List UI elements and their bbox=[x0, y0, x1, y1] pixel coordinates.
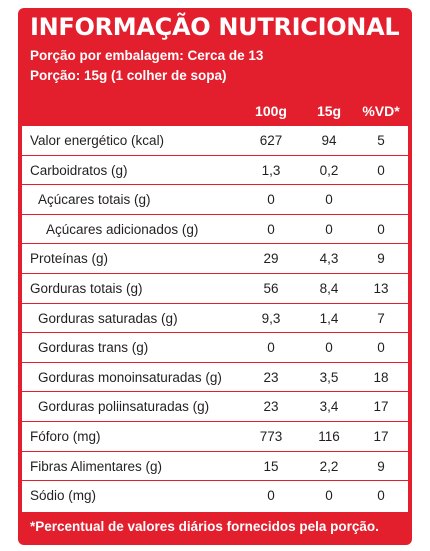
value-vd: 0 bbox=[377, 221, 385, 237]
value-15g: 4,3 bbox=[319, 251, 339, 267]
value-100g: 29 bbox=[263, 251, 279, 267]
table-header: 100g 15g %VD* bbox=[22, 99, 408, 126]
table-row: Açúcares adicionados (g) 0 0 0 bbox=[22, 215, 408, 245]
value-15g: 1,4 bbox=[319, 310, 339, 326]
label-title: INFORMAÇÃO NUTRICIONAL bbox=[30, 13, 400, 41]
value-15g: 0,2 bbox=[319, 162, 339, 178]
value-15g: 3,4 bbox=[319, 399, 339, 415]
value-vd: 13 bbox=[373, 281, 389, 296]
value-vd: 0 bbox=[377, 162, 385, 178]
value-100g: 15 bbox=[263, 458, 279, 474]
table-row: Gorduras poliinsaturadas (g) 23 3,4 17 bbox=[22, 392, 408, 422]
nutrition-table: 100g 15g %VD* Valor energético (kcal) 62… bbox=[22, 99, 408, 512]
value-100g: 0 bbox=[267, 192, 275, 208]
row-label: Proteínas (g) bbox=[30, 251, 109, 267]
serving-per-package: Porção por embalagem: Cerca de 13 bbox=[30, 48, 264, 63]
row-label: Fibras Alimentares (g) bbox=[30, 458, 163, 474]
table-row: Gorduras monoinsaturadas (g) 23 3,5 18 bbox=[22, 363, 408, 393]
value-vd: 9 bbox=[377, 458, 385, 474]
table-row: Gorduras totais (g) 56 8,4 13 bbox=[22, 274, 408, 304]
table-row: Açúcares totais (g) 0 0 bbox=[22, 185, 408, 215]
value-15g: 94 bbox=[321, 133, 337, 148]
value-15g: 116 bbox=[318, 429, 340, 444]
row-label: Valor energético (kcal) bbox=[30, 133, 165, 148]
row-label: Gorduras poliinsaturadas (g) bbox=[38, 399, 210, 415]
value-15g: 0 bbox=[325, 221, 333, 237]
row-label: Gorduras monoinsaturadas (g) bbox=[38, 369, 222, 385]
row-label: Fóforo (mg) bbox=[30, 429, 101, 444]
table-row: Proteínas (g) 29 4,3 9 bbox=[22, 244, 408, 274]
serving-size: Porção: 15g (1 colher de sopa) bbox=[30, 68, 227, 83]
row-label: Carboidratos (g) bbox=[30, 162, 128, 178]
value-15g: 2,2 bbox=[319, 458, 339, 474]
value-vd: 7 bbox=[377, 310, 385, 326]
row-label: Gorduras totais (g) bbox=[30, 281, 143, 296]
value-vd: 18 bbox=[373, 369, 389, 385]
value-vd: 17 bbox=[373, 399, 389, 415]
value-100g: 1,3 bbox=[261, 162, 281, 178]
value-15g: 8,4 bbox=[319, 281, 339, 296]
value-15g: 3,5 bbox=[319, 369, 339, 385]
row-label: Açúcares adicionados (g) bbox=[46, 221, 199, 237]
value-vd: 9 bbox=[377, 251, 385, 267]
table-row: Carboidratos (g) 1,3 0,2 0 bbox=[22, 156, 408, 186]
value-100g: 9,3 bbox=[261, 310, 281, 326]
value-100g: 0 bbox=[267, 488, 275, 504]
value-vd: 0 bbox=[377, 488, 385, 504]
row-label: Gorduras trans (g) bbox=[38, 340, 149, 356]
value-15g: 0 bbox=[325, 192, 333, 208]
value-100g: 627 bbox=[259, 133, 283, 148]
value-15g: 0 bbox=[325, 488, 333, 504]
table-row: Fibras Alimentares (g) 15 2,2 9 bbox=[22, 452, 408, 482]
value-100g: 23 bbox=[263, 369, 279, 385]
value-vd: 5 bbox=[377, 133, 385, 148]
row-label: Açúcares totais (g) bbox=[38, 192, 151, 208]
row-label: Sódio (mg) bbox=[30, 488, 97, 504]
row-label: Gorduras saturadas (g) bbox=[38, 310, 178, 326]
table-row: Gorduras saturadas (g) 9,3 1,4 7 bbox=[22, 304, 408, 334]
value-100g: 56 bbox=[263, 281, 279, 296]
table-row: Valor energético (kcal) 627 94 5 bbox=[22, 126, 408, 156]
table-row: Gorduras trans (g) 0 0 0 bbox=[22, 333, 408, 363]
column-header-100g: 100g bbox=[255, 103, 287, 119]
value-100g: 0 bbox=[267, 340, 275, 356]
table-row: Sódio (mg) 0 0 0 bbox=[22, 481, 408, 511]
column-header-vd: %VD* bbox=[362, 103, 400, 119]
table-row: Fóforo (mg) 773 116 17 bbox=[22, 422, 408, 452]
value-vd: 17 bbox=[373, 429, 389, 444]
value-100g: 0 bbox=[267, 221, 275, 237]
value-100g: 773 bbox=[259, 429, 283, 444]
value-15g: 0 bbox=[325, 340, 333, 356]
value-100g: 23 bbox=[263, 399, 279, 415]
value-vd: 0 bbox=[377, 340, 385, 356]
column-header-15g: 15g bbox=[316, 103, 342, 119]
footnote: *Percentual de valores diários fornecido… bbox=[30, 519, 379, 534]
